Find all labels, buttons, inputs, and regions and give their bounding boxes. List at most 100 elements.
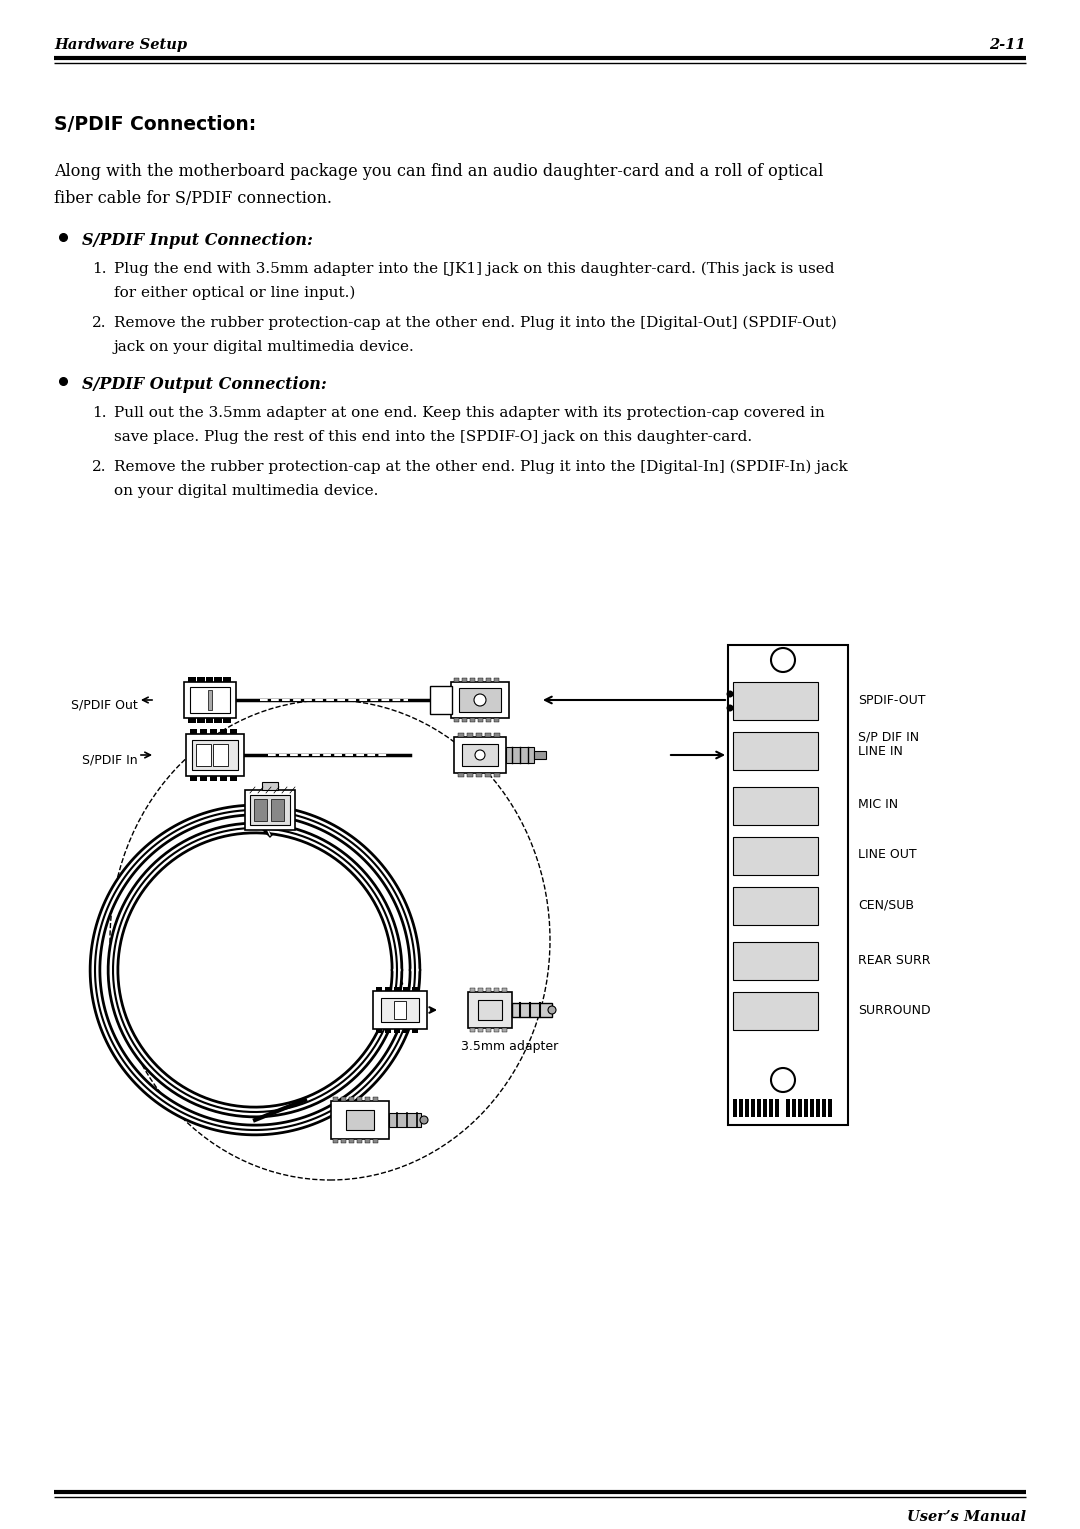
Bar bbox=[478, 1000, 502, 1020]
Text: 3.5mm adapter: 3.5mm adapter bbox=[461, 1040, 558, 1053]
Bar bbox=[357, 1139, 362, 1144]
Bar bbox=[816, 1099, 820, 1118]
Bar bbox=[476, 774, 482, 777]
Bar bbox=[485, 774, 491, 777]
Text: for either optical or line input.): for either optical or line input.) bbox=[114, 286, 355, 300]
Bar bbox=[224, 677, 231, 682]
Bar bbox=[462, 745, 498, 766]
Bar bbox=[733, 942, 818, 980]
Bar bbox=[210, 729, 217, 734]
Bar bbox=[470, 988, 475, 992]
Bar bbox=[411, 988, 418, 991]
Bar bbox=[381, 998, 419, 1021]
Bar bbox=[478, 719, 483, 722]
Text: 2.: 2. bbox=[92, 460, 107, 474]
Bar bbox=[478, 988, 483, 992]
Bar bbox=[210, 777, 217, 781]
Bar bbox=[357, 1096, 362, 1101]
Bar bbox=[215, 677, 222, 682]
Bar bbox=[470, 719, 475, 722]
Text: jack on your digital multimedia device.: jack on your digital multimedia device. bbox=[114, 339, 415, 355]
Bar bbox=[494, 774, 500, 777]
Bar bbox=[733, 1099, 737, 1118]
Bar bbox=[733, 682, 818, 720]
Bar bbox=[197, 677, 204, 682]
Bar bbox=[389, 1113, 421, 1127]
Bar bbox=[188, 677, 195, 682]
Bar bbox=[192, 740, 238, 771]
Bar bbox=[249, 795, 291, 826]
Text: Hardware Setup: Hardware Setup bbox=[54, 38, 187, 52]
Bar bbox=[810, 1099, 814, 1118]
Bar bbox=[454, 737, 507, 774]
Bar bbox=[485, 732, 491, 737]
Bar bbox=[462, 719, 467, 722]
Bar bbox=[384, 988, 391, 991]
Text: S/PDIF In: S/PDIF In bbox=[82, 754, 138, 766]
Bar bbox=[478, 1027, 483, 1032]
Bar bbox=[349, 1139, 354, 1144]
Bar bbox=[190, 729, 197, 734]
Bar bbox=[213, 745, 228, 766]
Text: REAR SURR: REAR SURR bbox=[858, 954, 931, 966]
Text: on your digital multimedia device.: on your digital multimedia device. bbox=[114, 485, 378, 498]
Text: LINE OUT: LINE OUT bbox=[858, 849, 917, 861]
Bar bbox=[190, 777, 197, 781]
Bar bbox=[486, 988, 491, 992]
Circle shape bbox=[727, 691, 733, 697]
Bar bbox=[534, 751, 546, 758]
Bar bbox=[502, 1027, 507, 1032]
Bar bbox=[751, 1099, 755, 1118]
Bar bbox=[341, 1096, 346, 1101]
Bar bbox=[349, 1096, 354, 1101]
Text: 1.: 1. bbox=[92, 261, 107, 277]
Bar bbox=[745, 1099, 750, 1118]
Bar bbox=[186, 734, 244, 777]
Bar bbox=[245, 790, 295, 830]
Bar bbox=[486, 719, 491, 722]
Bar bbox=[271, 800, 284, 821]
Bar bbox=[454, 677, 459, 682]
Bar bbox=[822, 1099, 826, 1118]
Text: Pull out the 3.5mm adapter at one end. Keep this adapter with its protection-cap: Pull out the 3.5mm adapter at one end. K… bbox=[114, 407, 825, 420]
Circle shape bbox=[771, 648, 795, 673]
FancyArrowPatch shape bbox=[143, 697, 152, 703]
Bar bbox=[458, 732, 464, 737]
Bar bbox=[195, 745, 212, 766]
FancyArrowPatch shape bbox=[140, 752, 150, 758]
Text: Remove the rubber protection-cap at the other end. Plug it into the [Digital-Out: Remove the rubber protection-cap at the … bbox=[114, 317, 837, 330]
Bar bbox=[757, 1099, 761, 1118]
Bar bbox=[512, 1003, 552, 1017]
Bar bbox=[373, 1096, 378, 1101]
Bar bbox=[458, 774, 464, 777]
Bar bbox=[733, 887, 818, 925]
Text: Along with the motherboard package you can find an audio daughter-card and a rol: Along with the motherboard package you c… bbox=[54, 164, 823, 180]
Bar bbox=[230, 729, 237, 734]
Bar bbox=[230, 777, 237, 781]
Bar bbox=[190, 687, 230, 713]
Bar bbox=[262, 781, 278, 790]
Bar bbox=[733, 992, 818, 1031]
Bar bbox=[373, 991, 427, 1029]
Bar bbox=[507, 748, 534, 763]
Bar bbox=[208, 690, 212, 709]
Bar bbox=[792, 1099, 796, 1118]
Text: S/PDIF Output Connection:: S/PDIF Output Connection: bbox=[82, 376, 327, 393]
Bar bbox=[762, 1099, 767, 1118]
Bar bbox=[376, 1029, 382, 1034]
Bar bbox=[403, 1029, 409, 1034]
Bar bbox=[200, 729, 207, 734]
Bar bbox=[486, 677, 491, 682]
Bar bbox=[468, 992, 512, 1027]
Bar bbox=[373, 1139, 378, 1144]
Bar bbox=[769, 1099, 773, 1118]
Bar bbox=[330, 1101, 389, 1139]
Bar bbox=[394, 988, 400, 991]
Bar bbox=[494, 988, 499, 992]
Bar bbox=[494, 1027, 499, 1032]
Bar bbox=[494, 677, 499, 682]
Bar bbox=[205, 677, 214, 682]
Circle shape bbox=[474, 694, 486, 706]
Bar bbox=[786, 1099, 789, 1118]
Bar bbox=[470, 1027, 475, 1032]
